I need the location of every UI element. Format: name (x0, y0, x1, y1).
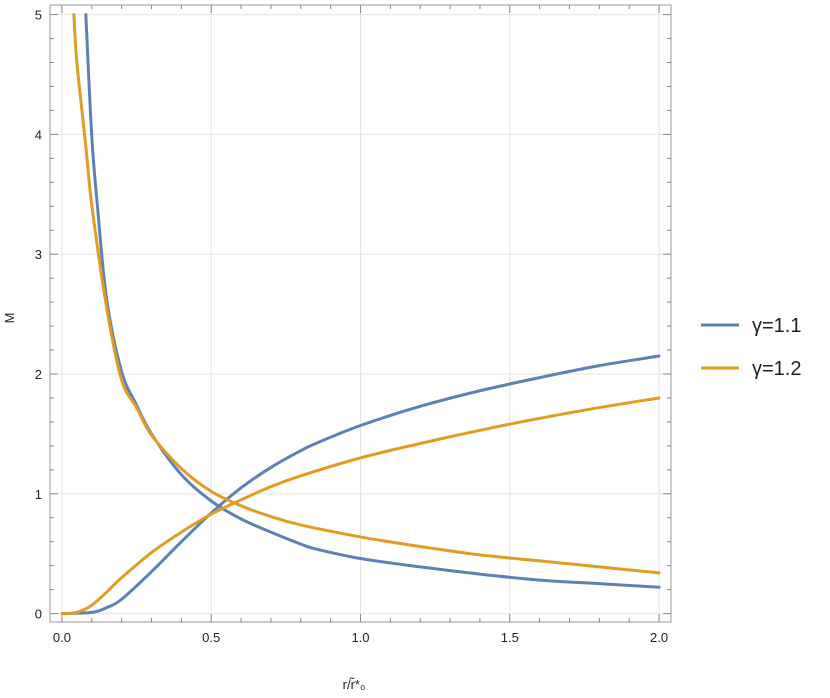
y-tick-label: 4 (35, 127, 42, 142)
x-tick-label: 0.0 (53, 630, 71, 645)
x-tick-label: 1.5 (501, 630, 519, 645)
y-tick-label: 3 (35, 247, 42, 262)
y-tick-label: 2 (35, 367, 42, 382)
y-tick-label: 5 (35, 8, 42, 23)
series-line-0-curve-0 (84, 13, 661, 589)
x-tick-label: 2.0 (650, 630, 668, 645)
legend-label-gamma-1-2: γ=1.2 (752, 358, 801, 380)
series-line-1-curve-1 (60, 396, 661, 616)
x-tick-label: 0.5 (202, 630, 220, 645)
x-tick-label: 1.0 (351, 630, 369, 645)
series-lines (60, 13, 661, 616)
axis-ticks: 0.0 0.5 1.0 1.5 2.0 0 1 2 3 4 5 (35, 5, 671, 645)
series-line-0-curve-1 (60, 354, 661, 616)
legend-label-gamma-1-1: γ=1.1 (752, 315, 801, 337)
y-tick-label: 0 (35, 607, 42, 622)
y-tick-label: 1 (35, 487, 42, 502)
y-axis-label: M (2, 313, 17, 324)
series-line-1-curve-0 (72, 13, 661, 575)
x-axis-label: r/r̃*₀ (343, 677, 366, 692)
legend: γ=1.1 γ=1.2 (701, 315, 801, 380)
grid (50, 5, 671, 622)
